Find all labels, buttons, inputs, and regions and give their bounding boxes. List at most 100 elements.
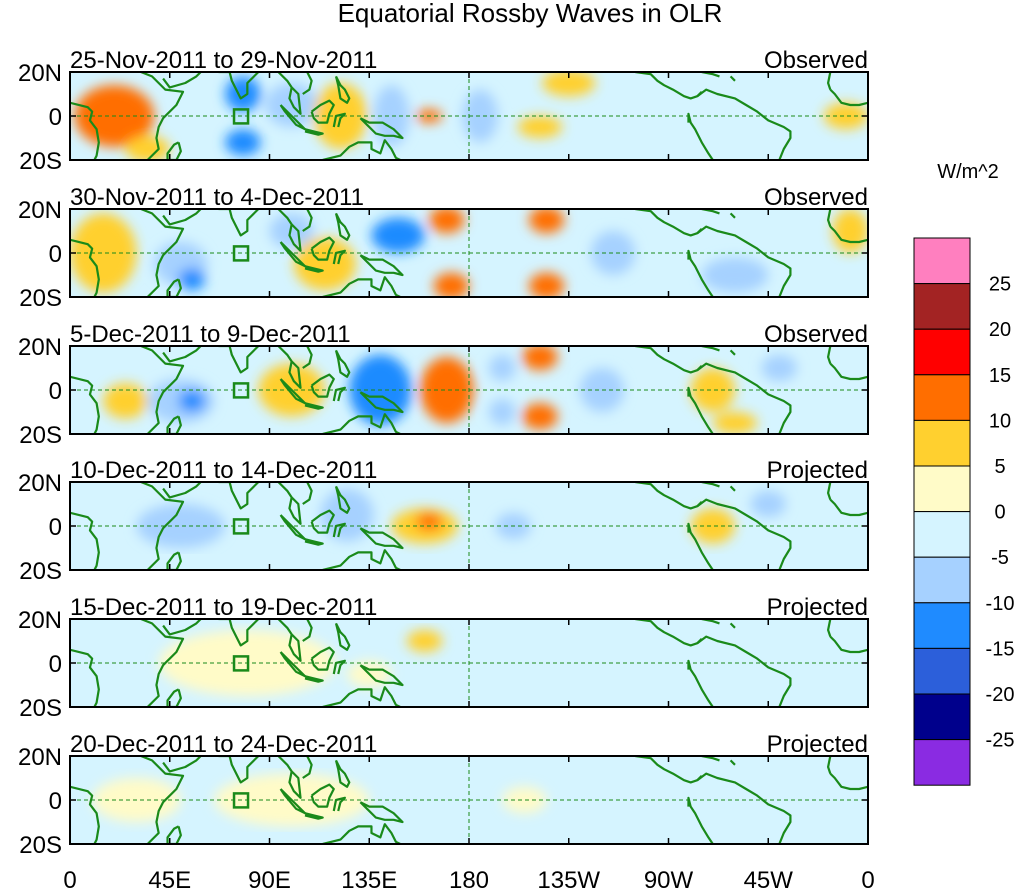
- x-tick-label: 90E: [248, 867, 291, 890]
- coastline: [332, 522, 346, 538]
- coastline: [70, 375, 100, 434]
- y-tick-label: 20S: [19, 422, 62, 449]
- coastline: [729, 622, 736, 629]
- map-panel: 15-Dec-2011 to 19-Dec-2011 Projected 20N 0 2…: [18, 594, 869, 722]
- anomaly-blob: [832, 209, 868, 253]
- coastline: [302, 346, 313, 369]
- anomaly-blob: [517, 116, 563, 138]
- coastline: [302, 209, 313, 232]
- coastline: [218, 756, 260, 784]
- colorbar-label: -15: [986, 638, 1015, 660]
- coastline: [635, 346, 703, 374]
- colorbar-label: -25: [986, 730, 1015, 752]
- coastline: [310, 646, 335, 671]
- panel-date-range: 25-Nov-2011 to 29-Nov-2011: [70, 47, 377, 74]
- anomaly-blob: [528, 272, 565, 297]
- y-tick-label: 0: [49, 651, 62, 678]
- coastline: [277, 209, 302, 252]
- x-tick-label: 135E: [341, 867, 397, 890]
- coastline: [322, 413, 401, 434]
- coastline: [162, 619, 202, 636]
- colorbar-label: -5: [991, 547, 1009, 569]
- coastline: [826, 346, 832, 364]
- anomaly-blob: [462, 89, 498, 143]
- anomaly-blob: [70, 213, 137, 293]
- colorbar-swatch: [913, 511, 971, 558]
- coastline: [162, 209, 202, 226]
- coastline: [334, 75, 351, 104]
- anomaly-blob: [761, 354, 798, 382]
- panel-date-range: 10-Dec-2011 to 14-Dec-2011: [70, 457, 377, 484]
- coastline: [140, 209, 185, 297]
- anomaly-blob: [823, 102, 868, 130]
- anomaly-blob: [225, 76, 261, 112]
- anomaly-blob: [590, 231, 636, 275]
- coastline: [696, 498, 792, 570]
- x-tick-label: 45E: [148, 867, 191, 890]
- coastline: [359, 391, 404, 414]
- coastline: [332, 386, 346, 402]
- anomaly-blob: [528, 209, 565, 234]
- coastline: [687, 796, 714, 844]
- anomaly-blob: [433, 272, 469, 297]
- coastline: [162, 756, 202, 773]
- coastline: [304, 128, 324, 136]
- coastline: [162, 482, 202, 499]
- coastline: [140, 619, 185, 707]
- y-tick-label: 0: [49, 241, 62, 268]
- anomaly-blob: [712, 412, 758, 434]
- map-panel: 25-Nov-2011 to 29-Nov-2011 Observed 20N 0 20…: [18, 47, 869, 175]
- coastline: [70, 238, 100, 297]
- anomaly-blob: [225, 129, 261, 156]
- colorbar-swatch: [913, 647, 971, 695]
- coastline: [829, 772, 868, 791]
- coastline: [277, 756, 302, 799]
- anomaly-blob: [415, 512, 443, 531]
- x-tick-label: 135W: [537, 867, 600, 890]
- colorbar-label: 0: [994, 502, 1005, 524]
- coastline: [334, 759, 351, 788]
- coastline: [70, 648, 100, 707]
- coastline: [687, 249, 714, 297]
- coastline: [218, 209, 260, 237]
- colorbar-label: 5: [994, 456, 1005, 478]
- coastline: [635, 72, 703, 100]
- map-panel: 30-Nov-2011 to 4-Dec-2011 Observed 20N 0 20S: [18, 184, 869, 312]
- coastline: [829, 362, 868, 381]
- coastline: [829, 88, 868, 107]
- colorbar-swatch: [913, 283, 971, 330]
- panel-status: Projected: [767, 457, 868, 484]
- coastline: [302, 72, 313, 95]
- coastline: [826, 482, 832, 500]
- coastline: [729, 75, 736, 82]
- anomaly-blob: [690, 368, 735, 412]
- colorbar-swatch: [913, 237, 971, 285]
- anomaly-blob: [178, 268, 206, 291]
- coastline: [332, 796, 346, 812]
- coastlines: [70, 346, 868, 434]
- coastline: [162, 72, 202, 89]
- anomaly-blob: [125, 135, 170, 160]
- coastline: [334, 622, 351, 651]
- panel-status: Observed: [764, 47, 868, 74]
- coastline: [302, 619, 313, 642]
- y-tick-label: 0: [49, 104, 62, 131]
- coastline: [140, 72, 185, 160]
- y-tick-label: 20S: [19, 695, 62, 722]
- anomaly-blob: [502, 786, 547, 814]
- y-tick-label: 20N: [18, 334, 62, 361]
- anomaly-blob: [178, 390, 206, 412]
- coastlines: [70, 482, 868, 570]
- coastline: [687, 522, 714, 570]
- coastline: [829, 635, 868, 654]
- panel-date-range: 15-Dec-2011 to 19-Dec-2011: [70, 594, 377, 621]
- anomaly-blob: [269, 213, 314, 249]
- coastline: [359, 527, 404, 550]
- colorbar-swatch: [913, 374, 971, 421]
- coastline: [332, 112, 346, 128]
- coastline: [635, 209, 703, 237]
- anomaly-blob: [420, 357, 474, 423]
- coastline: [310, 99, 335, 124]
- x-tick-label: 90W: [644, 867, 694, 890]
- coastline: [359, 117, 404, 140]
